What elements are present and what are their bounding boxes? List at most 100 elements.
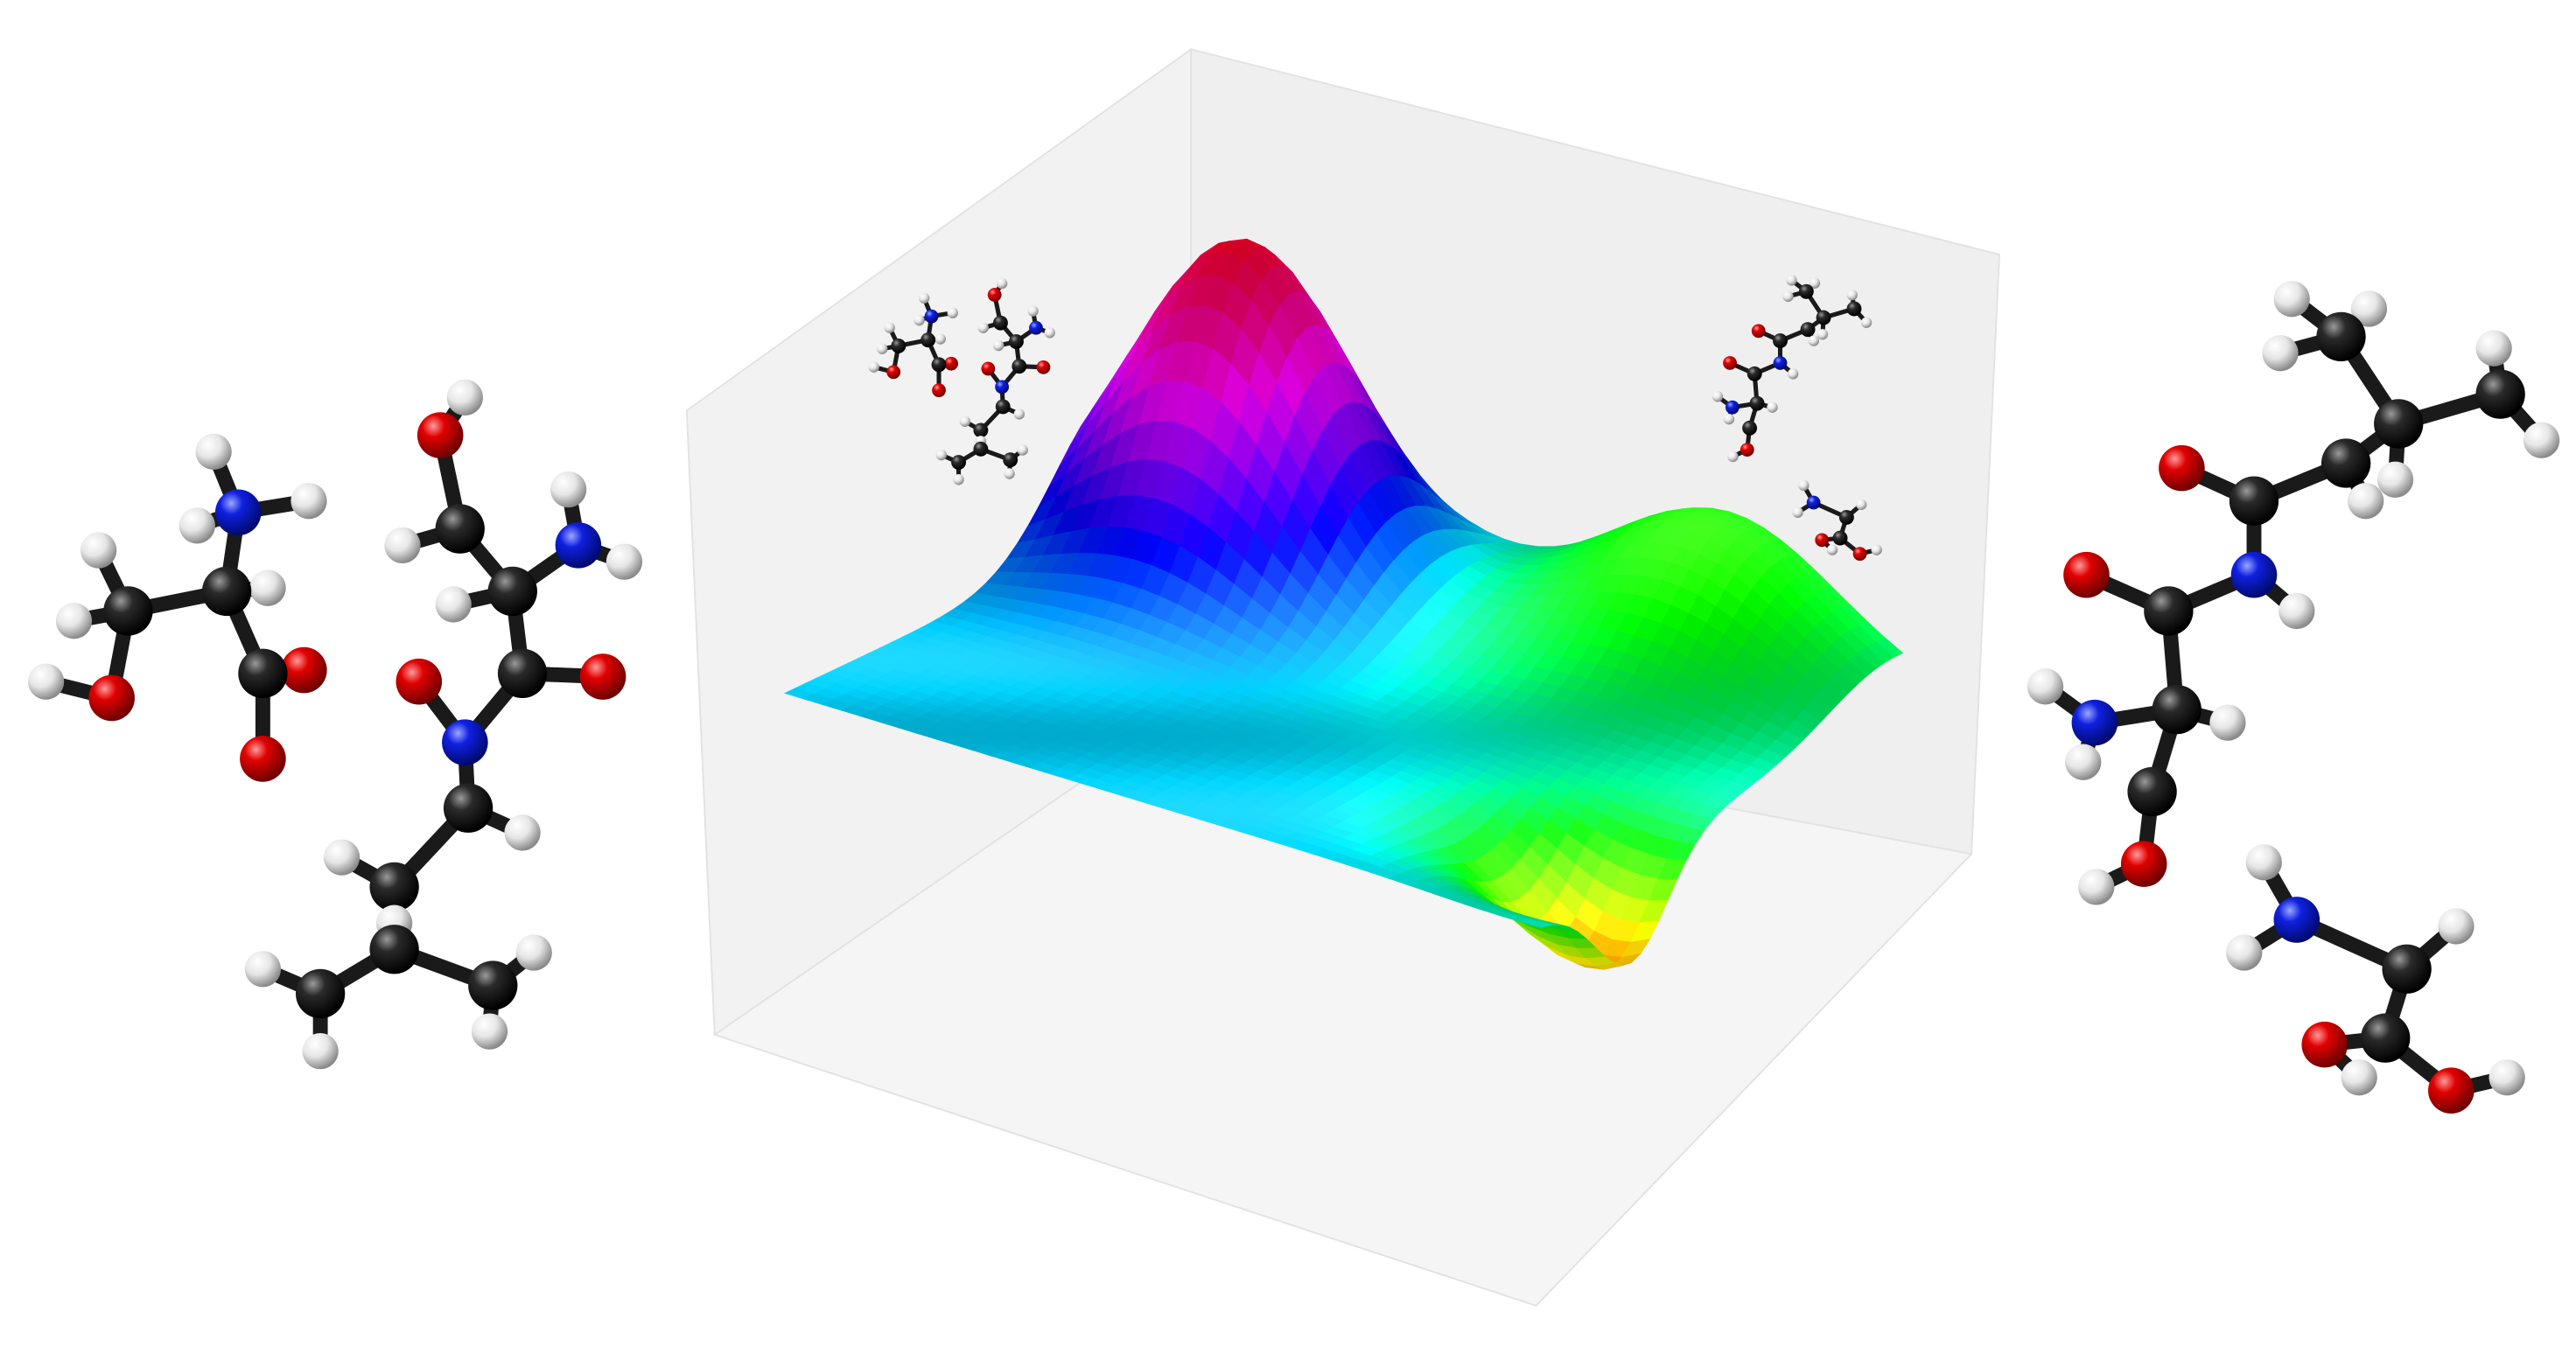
atom bbox=[88, 674, 135, 722]
atom bbox=[443, 783, 494, 833]
atom bbox=[2348, 483, 2384, 520]
atom bbox=[396, 658, 443, 705]
atom bbox=[1860, 317, 1872, 328]
atom bbox=[1027, 305, 1039, 317]
atom bbox=[924, 309, 939, 324]
atom bbox=[1816, 310, 1831, 325]
atom bbox=[2230, 551, 2278, 598]
atom bbox=[2026, 668, 2064, 705]
atom bbox=[1036, 360, 1051, 374]
atom bbox=[249, 569, 286, 606]
atom bbox=[302, 1032, 339, 1070]
atom bbox=[384, 527, 421, 564]
atom bbox=[959, 416, 971, 427]
atom bbox=[1767, 402, 1778, 413]
molecule bbox=[868, 292, 958, 398]
atom bbox=[1751, 324, 1766, 339]
atom bbox=[178, 507, 215, 544]
atom bbox=[1838, 509, 1854, 525]
atom bbox=[2376, 461, 2414, 498]
atom bbox=[281, 646, 327, 694]
atom bbox=[2301, 1021, 2348, 1068]
atom bbox=[2374, 399, 2424, 449]
atom bbox=[944, 356, 958, 371]
atom bbox=[214, 489, 262, 536]
atom bbox=[435, 586, 472, 623]
atom bbox=[951, 455, 966, 470]
atom bbox=[2273, 897, 2320, 943]
atom bbox=[1013, 409, 1026, 420]
surface bbox=[783, 238, 1904, 970]
atom bbox=[2341, 1059, 2377, 1096]
atom bbox=[1003, 452, 1018, 468]
atom bbox=[555, 522, 602, 569]
atom bbox=[1808, 335, 1820, 346]
atom bbox=[1740, 443, 1754, 457]
molecule bbox=[1712, 275, 1872, 463]
atom bbox=[2159, 444, 2205, 492]
molecule bbox=[244, 379, 643, 1070]
atom bbox=[2438, 908, 2474, 945]
molecule bbox=[1792, 479, 1882, 562]
atom bbox=[995, 380, 1010, 395]
atom bbox=[323, 839, 360, 876]
atom bbox=[1800, 322, 1816, 338]
atom bbox=[240, 736, 286, 782]
atom bbox=[55, 603, 93, 639]
atom bbox=[2245, 844, 2282, 881]
atom bbox=[2152, 684, 2202, 735]
atom bbox=[579, 653, 626, 700]
atom bbox=[934, 333, 946, 345]
atom bbox=[487, 566, 537, 617]
molecule bbox=[935, 277, 1055, 485]
atom bbox=[877, 343, 888, 354]
atom bbox=[987, 288, 1002, 302]
molecule bbox=[2026, 281, 2560, 905]
atom bbox=[914, 314, 925, 326]
atom bbox=[1786, 275, 1797, 286]
atom bbox=[2278, 592, 2315, 630]
atom bbox=[550, 471, 587, 508]
atom bbox=[369, 862, 419, 912]
atom bbox=[1723, 356, 1737, 370]
surface-patch bbox=[1522, 919, 1552, 928]
atom bbox=[1742, 420, 1758, 436]
molecules bbox=[27, 275, 2560, 1114]
atom bbox=[1792, 506, 1803, 519]
atom bbox=[1004, 468, 1015, 479]
atom bbox=[932, 383, 946, 398]
atom bbox=[995, 399, 1011, 415]
atom bbox=[868, 361, 879, 373]
atom bbox=[920, 332, 936, 348]
atom bbox=[27, 663, 65, 700]
atom bbox=[1727, 451, 1739, 463]
atom bbox=[2316, 311, 2366, 362]
atom bbox=[2273, 281, 2310, 318]
atom bbox=[1846, 301, 1862, 317]
atom bbox=[2120, 841, 2167, 887]
atom bbox=[468, 960, 518, 1010]
atom bbox=[2475, 369, 2525, 419]
atom bbox=[515, 934, 552, 971]
atom bbox=[442, 719, 488, 765]
atom bbox=[947, 307, 958, 318]
atom bbox=[2065, 744, 2102, 780]
atom bbox=[1044, 327, 1055, 339]
atom bbox=[435, 504, 485, 554]
atom bbox=[416, 412, 464, 458]
atom bbox=[931, 357, 947, 373]
atom bbox=[992, 315, 1008, 331]
atom bbox=[992, 339, 1004, 352]
atom bbox=[1815, 533, 1830, 548]
atom bbox=[2488, 1059, 2525, 1096]
atom bbox=[1826, 544, 1838, 555]
atom bbox=[918, 292, 930, 304]
atom bbox=[973, 423, 989, 438]
molecule bbox=[27, 433, 327, 782]
atom bbox=[2078, 869, 2115, 905]
atom bbox=[977, 322, 989, 333]
atom bbox=[2382, 944, 2432, 994]
atom bbox=[2229, 476, 2279, 526]
